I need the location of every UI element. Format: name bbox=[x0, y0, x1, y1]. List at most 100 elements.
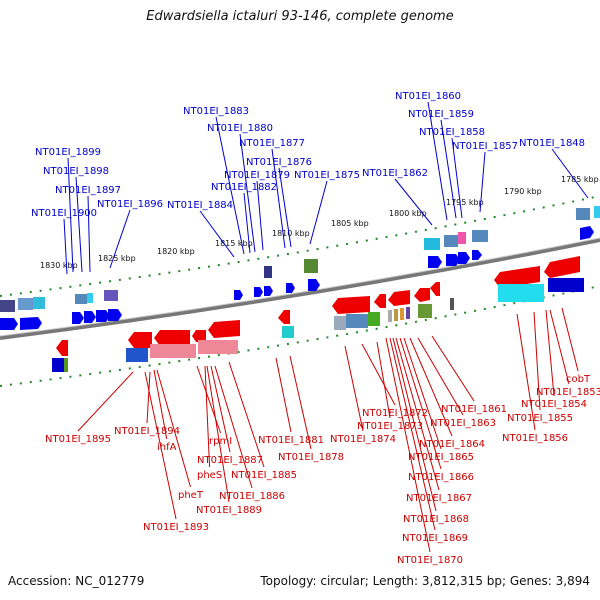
gene-label-nt01ei-1873: NT01EI_1873 bbox=[357, 341, 423, 432]
gene-label-nt01ei-1876: NT01EI_1876 bbox=[246, 157, 312, 248]
gene-label-nt01ei-1860: NT01EI_1860 bbox=[395, 91, 461, 221]
gene-label-nt01ei-1862: NT01EI_1862 bbox=[362, 168, 433, 226]
gene-label-nt01ei-1854: NT01EI_1854 bbox=[521, 309, 587, 410]
leader-line bbox=[533, 311, 541, 411]
gene-label-nt01ei-1884: NT01EI_1884 bbox=[167, 200, 235, 258]
gene-label-text: NT01EI_1883 bbox=[183, 106, 249, 117]
leader-line bbox=[256, 180, 264, 251]
gene-label-text: pheS bbox=[197, 470, 222, 481]
leader-line bbox=[376, 341, 391, 419]
gene-label-nt01ei-1853: NT01EI_1853 bbox=[536, 309, 600, 398]
leader-line bbox=[271, 148, 286, 249]
gene-label-text: NT01EI_1899 bbox=[35, 147, 101, 158]
gene-label-text: NT01EI_1873 bbox=[357, 421, 423, 432]
minus-strand-features bbox=[52, 256, 584, 372]
gene-label-nt01ei-1877: NT01EI_1877 bbox=[239, 138, 305, 249]
gene-label-text: NT01EI_1867 bbox=[406, 493, 472, 504]
gene-label-nt01ei-1898: NT01EI_1898 bbox=[43, 166, 109, 273]
leader-line bbox=[516, 313, 536, 431]
gene-label-text: NT01EI_1861 bbox=[441, 404, 507, 415]
gene-label-text: NT01EI_1857 bbox=[452, 141, 518, 152]
gene-label-nt01ei-1897: NT01EI_1897 bbox=[55, 185, 121, 273]
scale-tick-label: 1815 kbp bbox=[215, 239, 253, 248]
leader-line bbox=[228, 361, 265, 468]
scale-tick-label: 1800 kbp bbox=[389, 209, 427, 218]
gene-label-text: NT01EI_1898 bbox=[43, 166, 109, 177]
gene-label-nt01ei-1855: NT01EI_1855 bbox=[507, 311, 573, 424]
gene-label-text: NT01EI_1858 bbox=[419, 127, 485, 138]
gene-label-nt01ei-1880: NT01EI_1880 bbox=[207, 123, 273, 253]
gene-label-nt01ei-1856: NT01EI_1856 bbox=[502, 313, 568, 444]
gene-label-text: cobT bbox=[566, 374, 591, 385]
gene-label-text: NT01EI_1876 bbox=[246, 157, 312, 168]
gene-label-nt01ei-1883: NT01EI_1883 bbox=[183, 106, 249, 255]
gene-label-text: NT01EI_1877 bbox=[239, 138, 305, 149]
gene-label-nt01ei-1899: NT01EI_1899 bbox=[35, 147, 101, 273]
gene-label-nt01ei-1867: NT01EI_1867 bbox=[395, 337, 472, 504]
leader-line bbox=[196, 365, 222, 434]
gene-label-nt01ei-1859: NT01EI_1859 bbox=[408, 109, 474, 219]
scale-tick-label: 1790 kbp bbox=[504, 187, 542, 196]
gene-label-nt01ei-1869: NT01EI_1869 bbox=[389, 337, 468, 544]
gene-label-nt01ei-1865: NT01EI_1865 bbox=[403, 337, 474, 463]
gene-label-text: NT01EI_1853 bbox=[536, 387, 600, 398]
gene-label-nt01ei-1900: NT01EI_1900 bbox=[31, 208, 97, 275]
gene-label-nt01ei-1893: NT01EI_1893 bbox=[143, 371, 209, 533]
scale-tick-label: 1795 kbp bbox=[446, 198, 484, 207]
gene-label-text: rpmI bbox=[209, 436, 232, 447]
leader-line bbox=[394, 178, 433, 226]
leader-line bbox=[479, 151, 486, 213]
gene-label-text: NT01EI_1885 bbox=[231, 470, 297, 481]
gene-label-nt01ei-1895: NT01EI_1895 bbox=[45, 371, 134, 445]
topology-label: Topology: circular; Length: 3,812,315 bp… bbox=[260, 574, 590, 588]
leader-line bbox=[551, 148, 589, 199]
scale-tick-label: 1820 kbp bbox=[157, 247, 195, 256]
leader-line bbox=[403, 337, 442, 450]
leader-line bbox=[63, 218, 68, 275]
gene-label-nt01ei-1863: NT01EI_1863 bbox=[417, 337, 496, 429]
leader-line bbox=[67, 157, 74, 273]
leader-line bbox=[77, 371, 134, 432]
gene-label-text: NT01EI_1884 bbox=[167, 200, 233, 211]
gene-label-text: NT01EI_1862 bbox=[362, 168, 428, 179]
gene-label-text: NT01EI_1880 bbox=[207, 123, 273, 134]
leader-line bbox=[549, 309, 570, 385]
gene-label-text: NT01EI_1896 bbox=[97, 199, 163, 210]
gene-label-text: NT01EI_1895 bbox=[45, 434, 111, 445]
leader-line bbox=[389, 337, 436, 531]
gene-label-text: NT01EI_1900 bbox=[31, 208, 97, 219]
map-title: Edwardsiella ictaluri 93-146, complete g… bbox=[146, 9, 454, 24]
gene-label-nt01ei-1864: NT01EI_1864 bbox=[409, 337, 485, 450]
gene-label-phet: pheT bbox=[156, 369, 204, 501]
leader-line bbox=[210, 365, 231, 453]
leader-line bbox=[144, 371, 177, 520]
scale-ticks: 1830 kbp 1825 kbp 1820 kbp 1815 kbp 1810 kbp… bbox=[40, 175, 599, 270]
gene-label-nt01ei-1872: NT01EI_1872 bbox=[361, 343, 428, 419]
backbone-highlight bbox=[0, 237, 600, 337]
gene-label-nt01ei-1866: NT01EI_1866 bbox=[399, 337, 474, 483]
gene-label-text: NT01EI_1894 bbox=[114, 426, 180, 437]
leader-line bbox=[206, 365, 230, 503]
gene-label-text: NT01EI_1868 bbox=[403, 514, 469, 525]
leader-line bbox=[239, 133, 256, 253]
gene-label-nt01ei-1887: NT01EI_1887 bbox=[197, 365, 263, 466]
gene-label-nt01ei-1875: NT01EI_1875 bbox=[294, 170, 360, 245]
gene-label-nt01ei-1881: NT01EI_1881 bbox=[258, 357, 324, 446]
leader-line bbox=[399, 337, 442, 470]
leader-line bbox=[417, 337, 464, 416]
leader-line bbox=[87, 195, 91, 273]
gene-label-text: NT01EI_1855 bbox=[507, 413, 573, 424]
leader-line bbox=[275, 357, 292, 433]
gene-label-text: NT01EI_1882 bbox=[211, 182, 277, 193]
gene-label-text: ihfA bbox=[157, 442, 177, 453]
gene-label-nt01ei-1861: NT01EI_1861 bbox=[431, 335, 507, 415]
gene-label-text: NT01EI_1866 bbox=[408, 472, 474, 483]
gene-label-nt01ei-1868: NT01EI_1868 bbox=[392, 337, 469, 525]
leader-line bbox=[215, 116, 245, 255]
leader-line bbox=[451, 137, 463, 219]
gene-label-nt01ei-1889: NT01EI_1889 bbox=[196, 365, 262, 516]
plus-strand-labels: NT01EI_1899 NT01EI_1898 NT01EI_1897 NT01EI_… bbox=[31, 91, 589, 275]
gene-label-text: NT01EI_1854 bbox=[521, 399, 587, 410]
gene-label-text: NT01EI_1881 bbox=[258, 435, 324, 446]
